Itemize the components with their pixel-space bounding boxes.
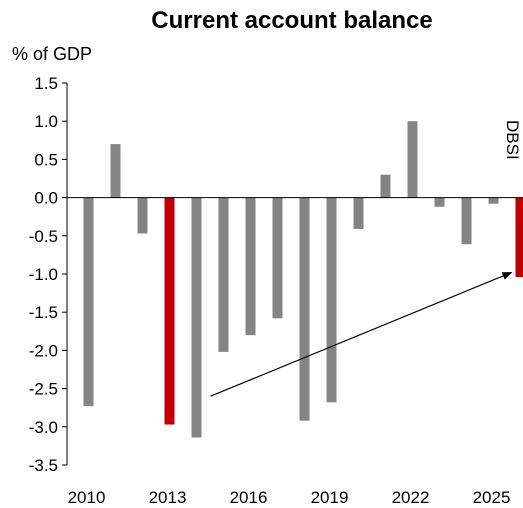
bar-2024 xyxy=(461,197,472,245)
bar-2010 xyxy=(83,197,94,407)
y-tick-label: -2.5 xyxy=(29,380,58,399)
y-axis: 1.5 1.0 0.5 0.0 -0.5 -1.0 -1.5 -2.0 -2.5 -3.0 -3.5 xyxy=(29,74,67,475)
x-tick-label: 2010 xyxy=(68,488,106,507)
bar-2013 xyxy=(164,197,175,425)
y-tick-label: -3.0 xyxy=(29,418,58,437)
bar-2025 xyxy=(488,197,499,204)
x-tick-label: 2013 xyxy=(149,488,187,507)
y-tick-label: 0.5 xyxy=(34,150,58,169)
x-tick-label: 2016 xyxy=(230,488,268,507)
x-tick-label: 2019 xyxy=(311,488,349,507)
x-tick-label: 2022 xyxy=(392,488,430,507)
y-tick-label: -2.0 xyxy=(29,341,58,360)
y-tick-label: 0.0 xyxy=(34,189,58,208)
bar-2014 xyxy=(191,197,202,438)
source-label: DBSI xyxy=(503,120,522,160)
y-tick-label: 1.0 xyxy=(34,112,58,131)
y-tick-label: 1.5 xyxy=(34,74,58,93)
x-tick-label: 2025 xyxy=(473,488,511,507)
y-tick-label: -0.5 xyxy=(29,227,58,246)
y-tick-label: -1.0 xyxy=(29,265,58,284)
y-axis-unit-label: % of GDP xyxy=(12,44,92,64)
chart-title: Current account balance xyxy=(151,7,432,34)
bar-2011 xyxy=(110,144,121,198)
bar-2019 xyxy=(326,197,337,403)
bar-2021 xyxy=(380,174,391,198)
bar-2012 xyxy=(137,197,148,234)
x-axis: 2010 2013 2016 2019 2022 2025 xyxy=(68,488,511,507)
bar-2026 xyxy=(515,197,523,278)
annotations xyxy=(210,271,513,397)
bar-2015 xyxy=(218,197,229,352)
bar-2020 xyxy=(353,197,364,229)
bar-2018 xyxy=(299,197,310,421)
bar-2023 xyxy=(434,197,445,207)
bar-2017 xyxy=(272,197,283,319)
bar-2016 xyxy=(245,197,256,336)
bars-group xyxy=(83,121,523,438)
bar-2022 xyxy=(407,121,418,198)
y-tick-label: -3.5 xyxy=(29,456,58,475)
y-tick-label: -1.5 xyxy=(29,303,58,322)
trend-arrow xyxy=(210,271,513,397)
